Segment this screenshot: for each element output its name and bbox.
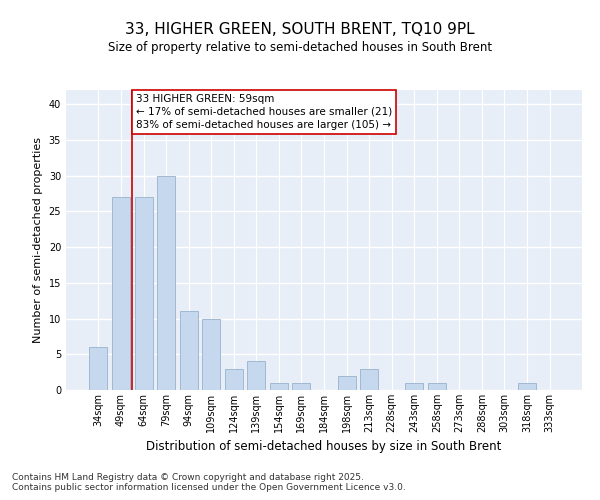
Bar [112,197,130,390]
Bar [179,312,198,390]
Bar [405,383,423,390]
Bar [338,376,356,390]
Bar [428,383,446,390]
Bar [518,383,536,390]
Text: 33, HIGHER GREEN, SOUTH BRENT, TQ10 9PL: 33, HIGHER GREEN, SOUTH BRENT, TQ10 9PL [125,22,475,38]
Bar [157,176,175,390]
Bar [89,347,107,390]
Bar [225,368,243,390]
X-axis label: Distribution of semi-detached houses by size in South Brent: Distribution of semi-detached houses by … [146,440,502,454]
Text: Contains HM Land Registry data © Crown copyright and database right 2025.
Contai: Contains HM Land Registry data © Crown c… [12,473,406,492]
Y-axis label: Number of semi-detached properties: Number of semi-detached properties [33,137,43,343]
Bar [134,197,152,390]
Bar [292,383,310,390]
Bar [360,368,378,390]
Bar [247,362,265,390]
Bar [202,318,220,390]
Text: Size of property relative to semi-detached houses in South Brent: Size of property relative to semi-detach… [108,41,492,54]
Bar [270,383,288,390]
Text: 33 HIGHER GREEN: 59sqm
← 17% of semi-detached houses are smaller (21)
83% of sem: 33 HIGHER GREEN: 59sqm ← 17% of semi-det… [136,94,392,130]
